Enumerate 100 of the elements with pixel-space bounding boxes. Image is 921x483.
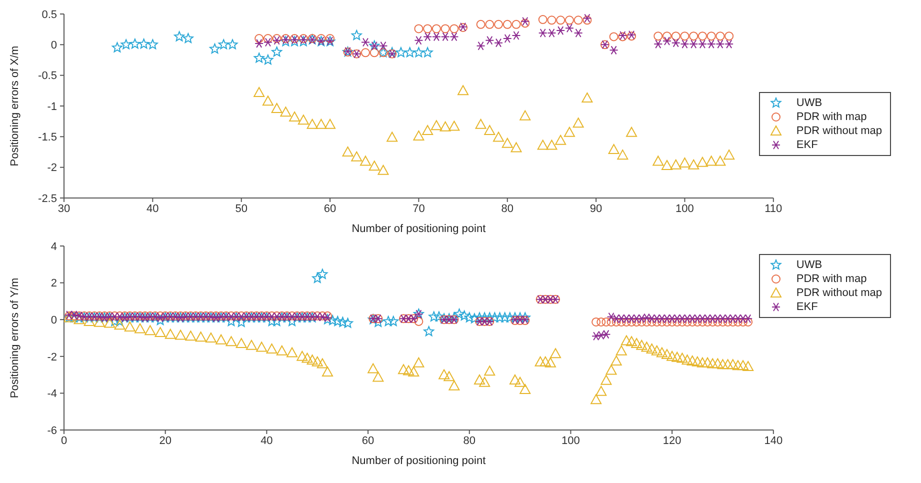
point — [608, 144, 620, 154]
point — [617, 150, 628, 160]
legend-label: PDR without map — [796, 287, 882, 299]
point — [494, 38, 504, 48]
point — [458, 85, 469, 96]
point — [440, 121, 451, 132]
point — [254, 34, 264, 44]
point — [698, 32, 707, 41]
point — [414, 36, 424, 45]
point — [262, 96, 274, 106]
point — [654, 40, 663, 49]
point — [370, 48, 379, 58]
point — [120, 39, 132, 50]
point — [413, 47, 424, 58]
point — [430, 120, 442, 130]
point — [520, 110, 531, 120]
point — [404, 47, 416, 58]
point — [298, 114, 309, 125]
point — [706, 156, 717, 166]
point — [360, 156, 371, 166]
point — [538, 28, 548, 38]
point — [716, 32, 725, 41]
y-tick-label: 0 — [50, 314, 57, 327]
point — [547, 28, 556, 38]
x-tick-label: 30 — [58, 202, 70, 215]
point — [706, 32, 716, 41]
point — [271, 102, 282, 113]
point — [351, 30, 362, 40]
x-tick-label: 100 — [562, 434, 580, 447]
x-tick-label: 80 — [463, 434, 476, 447]
point — [680, 40, 690, 49]
point — [512, 20, 521, 29]
point — [716, 40, 725, 49]
point — [502, 20, 512, 29]
legend-label: UWB — [796, 259, 822, 271]
point — [414, 24, 424, 34]
point — [174, 31, 185, 42]
y-tick-label: -6 — [47, 424, 57, 437]
y-tick-label: 0.5 — [42, 8, 57, 21]
point — [494, 20, 504, 29]
point — [564, 24, 574, 33]
point — [422, 47, 433, 58]
x-tick-label: 40 — [260, 434, 273, 447]
y-tick-label: 4 — [50, 240, 57, 253]
point — [351, 151, 362, 162]
point — [316, 118, 327, 129]
point — [493, 132, 504, 142]
legend-label: PDR with map — [796, 111, 867, 123]
point — [413, 130, 424, 141]
point — [130, 38, 140, 49]
point — [448, 120, 460, 131]
point — [450, 24, 459, 34]
point — [574, 16, 583, 25]
point — [555, 134, 566, 145]
point — [263, 38, 272, 47]
point — [547, 16, 556, 25]
legend-label: PDR without map — [796, 125, 882, 137]
x-tick-label: 0 — [60, 434, 68, 447]
x-tick-label: 70 — [412, 202, 425, 215]
point — [218, 39, 229, 50]
point — [368, 160, 380, 171]
point — [440, 32, 450, 42]
point — [112, 42, 122, 52]
point — [609, 46, 618, 55]
point — [485, 20, 494, 29]
point — [263, 34, 272, 44]
legend-label: EKF — [796, 301, 818, 313]
y-tick-label: -2 — [47, 162, 57, 174]
y-tick-label: -2.5 — [38, 192, 57, 205]
point — [254, 38, 264, 48]
point — [652, 156, 664, 166]
x-tick-label: 60 — [362, 434, 374, 447]
point — [306, 118, 318, 129]
point — [671, 38, 680, 48]
point — [671, 32, 680, 41]
point — [485, 36, 494, 45]
point — [689, 32, 698, 41]
point — [361, 48, 370, 58]
point — [564, 126, 575, 137]
point — [670, 159, 682, 170]
x-tick-label: 110 — [764, 202, 782, 215]
x-tick-label: 60 — [324, 202, 336, 215]
point — [396, 47, 406, 58]
point — [378, 164, 389, 175]
point — [680, 32, 690, 41]
point — [423, 32, 432, 42]
point — [714, 156, 726, 166]
point — [386, 132, 398, 142]
y-tick-label: -4 — [47, 388, 57, 400]
y-axis-title: Positioning errors of Y/m — [8, 278, 21, 398]
point — [662, 36, 672, 46]
point — [432, 32, 441, 42]
point — [378, 41, 388, 50]
point — [342, 146, 354, 156]
point — [582, 92, 593, 103]
x-axis-title: Number of positioning point — [352, 223, 486, 235]
y-tick-label: -1 — [47, 100, 57, 113]
y-tick-label: -2 — [47, 351, 57, 364]
point — [661, 160, 672, 170]
point — [440, 24, 450, 34]
